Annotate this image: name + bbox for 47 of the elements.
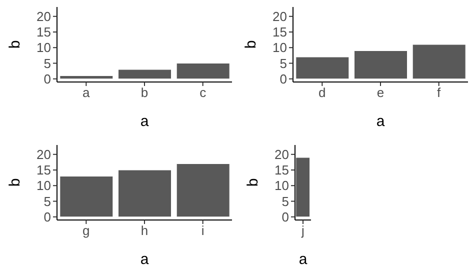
y-tick-label: 20	[274, 146, 289, 162]
bar	[176, 164, 230, 218]
bar	[296, 56, 350, 80]
bar	[60, 176, 114, 218]
x-axis-title: a	[140, 251, 150, 268]
y-tick-label: 10	[36, 178, 51, 194]
x-axis-title: a	[140, 113, 150, 130]
y-tick-label: 15	[36, 24, 51, 40]
y-tick-label: 15	[274, 162, 289, 178]
y-tick-label: 5	[44, 56, 51, 71]
y-axis-title: b	[244, 178, 262, 187]
y-axis-title: b	[242, 40, 260, 49]
x-tick-label: f	[437, 85, 442, 100]
bar	[60, 76, 114, 80]
y-tick-label: 10	[36, 40, 51, 56]
x-tick-label: e	[376, 85, 384, 100]
y-tick-label: 15	[272, 24, 287, 40]
y-tick-label: 20	[36, 146, 51, 162]
x-tick-label: j	[300, 223, 305, 238]
x-axis-title: a	[298, 251, 308, 268]
y-tick-label: 5	[280, 56, 287, 71]
x-tick-label: c	[200, 85, 207, 100]
y-tick-label: 20	[272, 8, 287, 24]
bar	[118, 170, 172, 218]
x-tick-label: h	[140, 223, 148, 238]
y-axis-title: b	[6, 40, 24, 49]
y-tick-label: 5	[44, 194, 51, 209]
x-tick-label: b	[140, 85, 148, 100]
y-tick-label: 0	[280, 71, 287, 86]
y-tick-label: 0	[282, 209, 289, 224]
bar	[412, 44, 466, 80]
y-tick-label: 0	[44, 71, 51, 86]
y-tick-label: 15	[36, 162, 51, 178]
bar	[176, 63, 230, 80]
x-tick-label: d	[318, 85, 326, 100]
bar	[118, 69, 172, 80]
x-axis-title: a	[376, 113, 386, 130]
x-tick-label: i	[201, 223, 204, 238]
x-tick-label: a	[82, 85, 91, 100]
y-tick-label: 20	[36, 8, 51, 24]
x-tick-label: g	[82, 223, 90, 238]
y-axis-title: b	[6, 178, 24, 187]
y-tick-label: 10	[272, 40, 287, 56]
bar	[354, 50, 408, 80]
y-tick-label: 10	[274, 178, 289, 194]
y-tick-label: 5	[282, 194, 289, 209]
y-tick-label: 0	[44, 209, 51, 224]
